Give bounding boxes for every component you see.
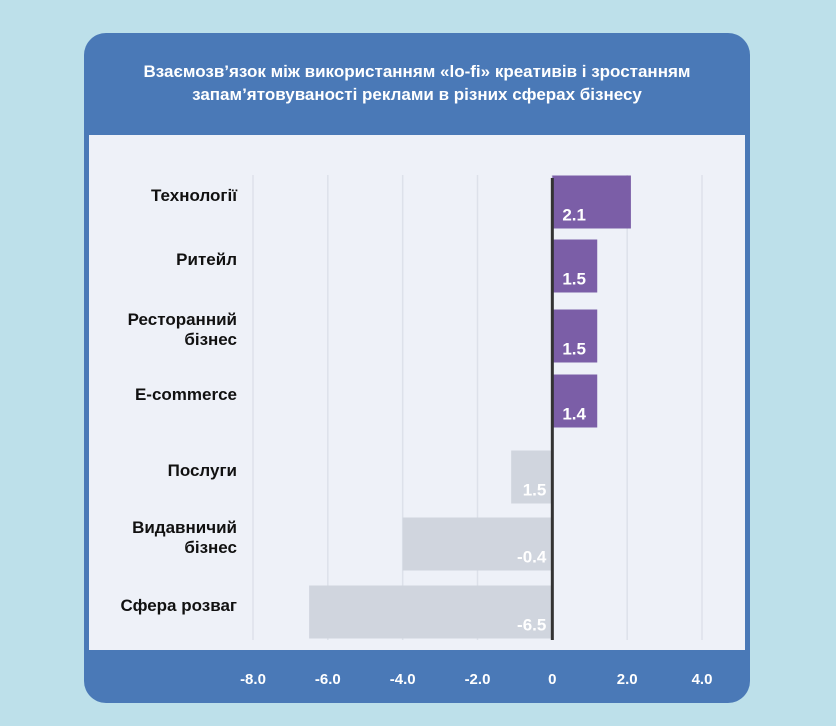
bar-label: -0.4 bbox=[517, 547, 547, 566]
bar-label: 1.5 bbox=[562, 269, 586, 288]
category-label: Ритейл bbox=[176, 250, 237, 269]
bar bbox=[552, 374, 598, 428]
bar-label: 1.4 bbox=[562, 404, 586, 423]
bar-label: 2.1 bbox=[562, 205, 586, 224]
bar-label: 1.5 bbox=[523, 480, 547, 499]
bar bbox=[309, 585, 553, 639]
category-label: Сфера розваг bbox=[120, 596, 237, 615]
x-tick-label: 0 bbox=[548, 671, 556, 688]
category-label: Послуги bbox=[167, 461, 237, 480]
bar bbox=[552, 175, 631, 229]
x-tick-label: -4.0 bbox=[390, 671, 416, 688]
category-label: Видавничий бізнес bbox=[132, 518, 237, 557]
x-tick-label: -2.0 bbox=[465, 671, 491, 688]
x-tick-label: 2.0 bbox=[617, 671, 638, 688]
bar-label: 1.5 bbox=[562, 339, 586, 358]
x-tick-label: -6.0 bbox=[315, 671, 341, 688]
bar-label: -6.5 bbox=[517, 615, 546, 634]
bar bbox=[511, 450, 553, 504]
bar bbox=[552, 309, 598, 363]
x-tick-label: 4.0 bbox=[692, 671, 713, 688]
category-label: Технології bbox=[151, 186, 237, 205]
x-tick-label: -8.0 bbox=[240, 671, 266, 688]
category-label: Ресторанний бізнес bbox=[127, 310, 237, 349]
category-label: E-commerce bbox=[134, 385, 237, 404]
bar bbox=[552, 239, 598, 293]
bar bbox=[402, 517, 553, 571]
chart-title: Взаємозв’язок між використанням «lo-fi» … bbox=[143, 62, 691, 104]
